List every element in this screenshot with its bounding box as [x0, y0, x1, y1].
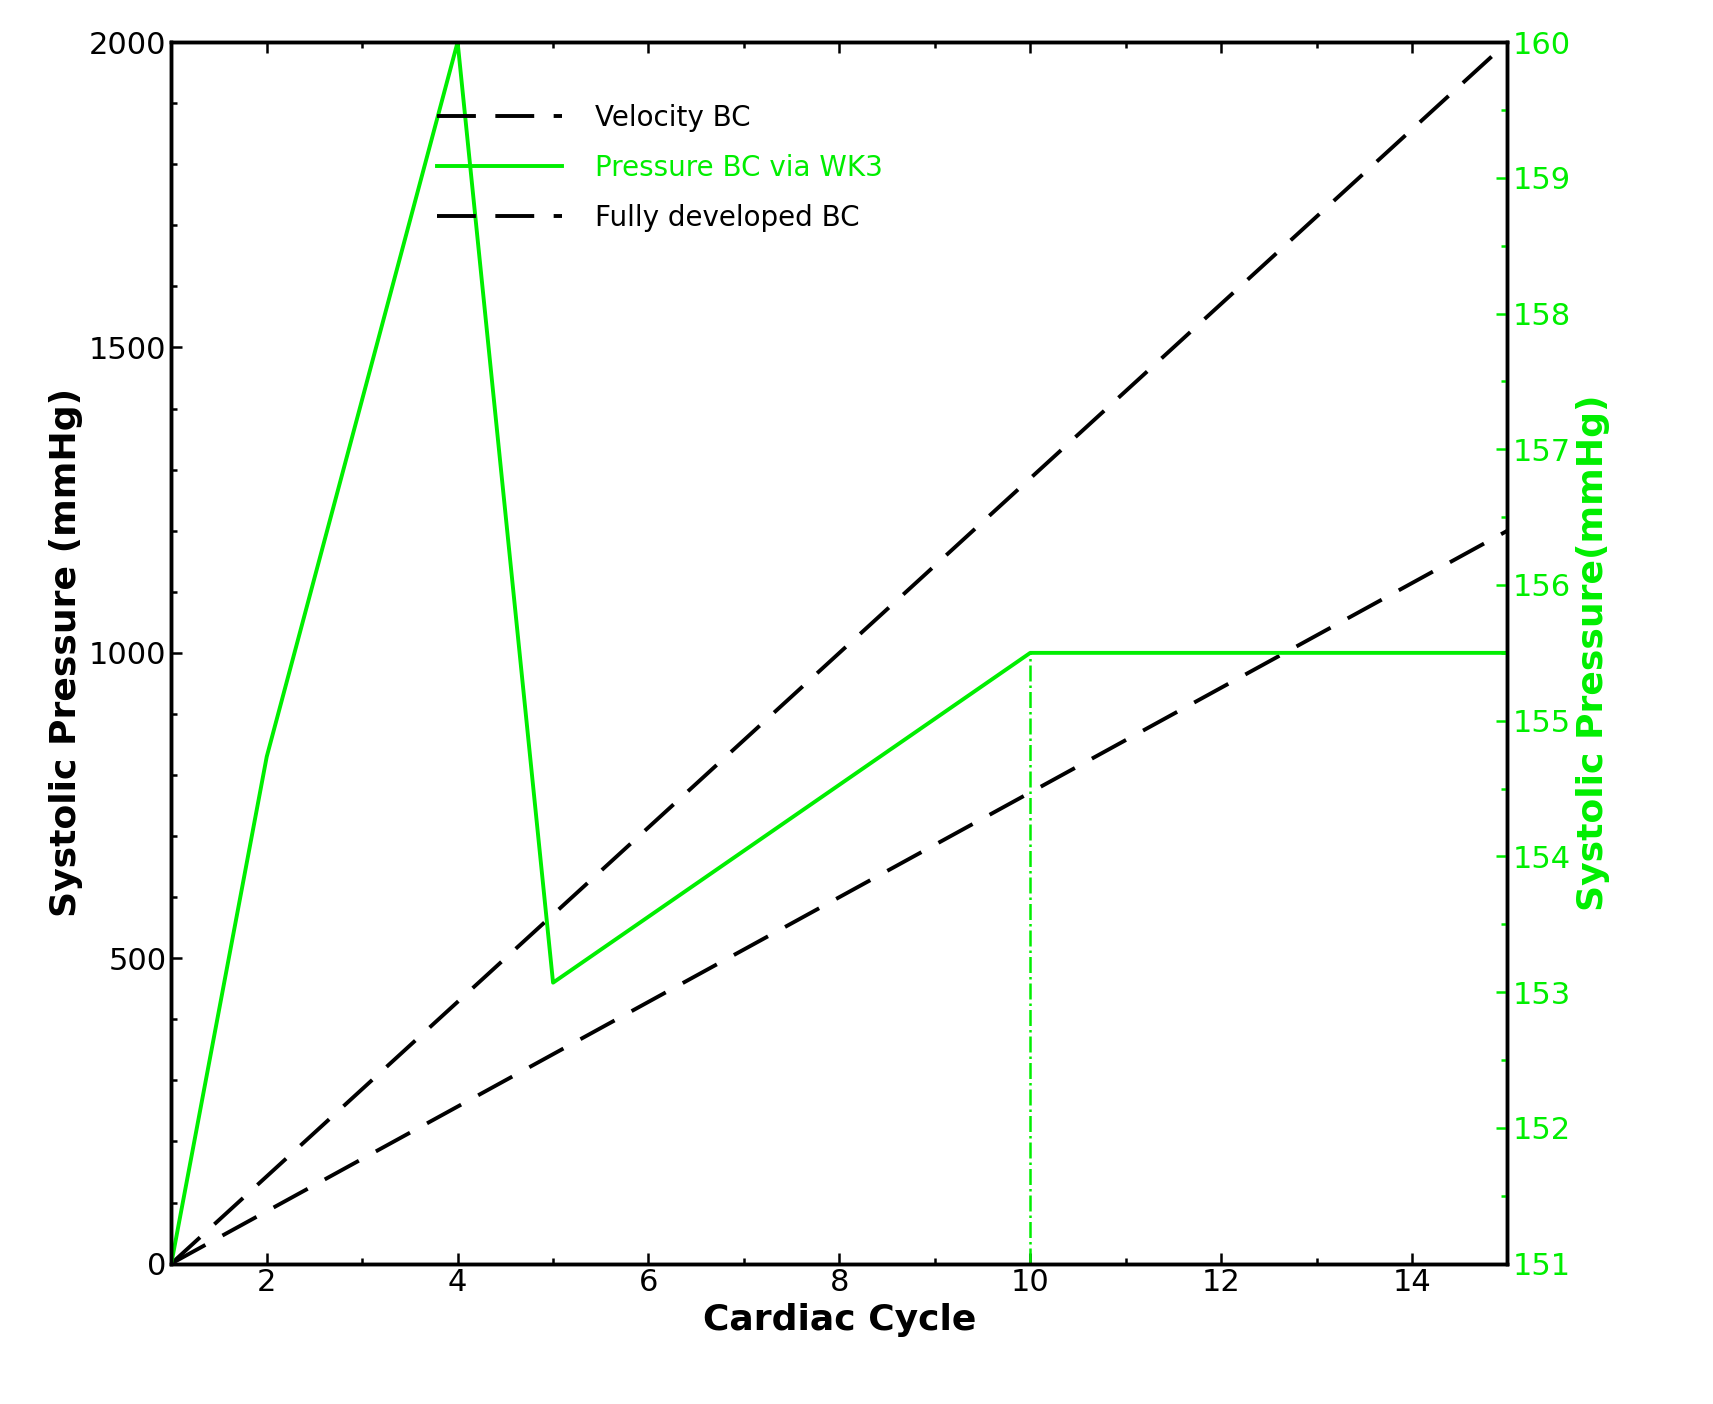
Legend: Velocity BC, Pressure BC via WK3, Fully developed BC: Velocity BC, Pressure BC via WK3, Fully … — [427, 93, 894, 243]
Pressure BC via WK3 — [257, 748, 278, 765]
X-axis label: Cardiac Cycle: Cardiac Cycle — [702, 1303, 976, 1337]
Pressure BC via WK3 — [1497, 644, 1518, 661]
Pressure BC via WK3 — [447, 34, 468, 51]
Y-axis label: Systolic Pressure(mmHg): Systolic Pressure(mmHg) — [1576, 395, 1610, 911]
Line: Pressure BC via WK3: Pressure BC via WK3 — [171, 42, 1507, 1264]
Pressure BC via WK3 — [543, 974, 564, 991]
Pressure BC via WK3 — [161, 1255, 182, 1272]
Pressure BC via WK3 — [1019, 644, 1040, 661]
Y-axis label: Systolic Pressure (mmHg): Systolic Pressure (mmHg) — [50, 389, 84, 917]
